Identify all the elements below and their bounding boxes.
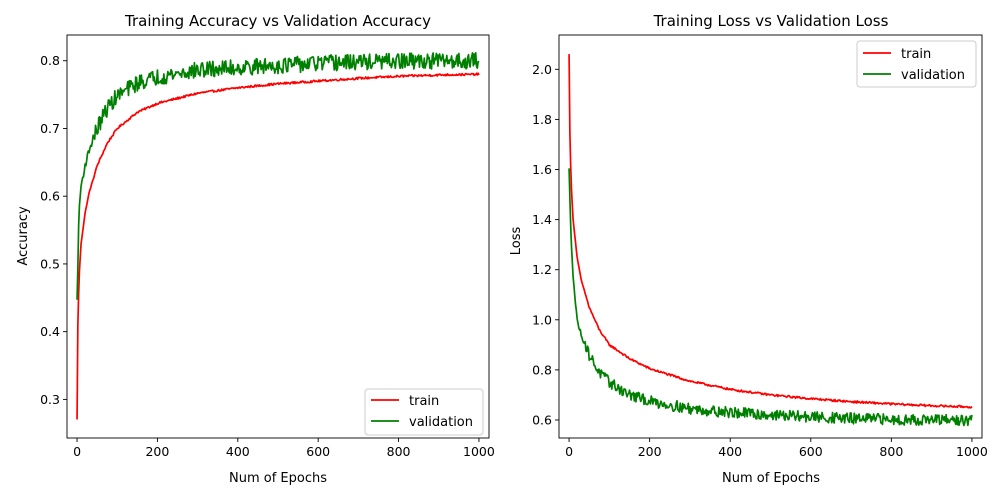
loss-legend-validation-label: validation (901, 68, 965, 83)
loss-y-tick-label: 0.6 (532, 412, 552, 427)
loss-y-axis-label: Loss (509, 227, 524, 256)
accuracy-x-tick-label: 600 (306, 444, 330, 459)
loss-series-train (568, 54, 973, 409)
accuracy-plot-frame (66, 34, 490, 439)
accuracy-legend-train-label: train (409, 394, 439, 409)
loss-series-layer (568, 54, 973, 427)
loss-y-tick-label: 2.0 (532, 62, 552, 77)
loss-x-tick-label: 400 (718, 444, 742, 459)
accuracy-series-layer (76, 51, 480, 420)
accuracy-chart: Training Accuracy vs Validation Accuracy… (16, 12, 495, 486)
accuracy-x-axis-label: Num of Epochs (229, 471, 327, 486)
loss-series-validation (568, 168, 973, 427)
loss-legend-train-label: train (901, 47, 931, 62)
accuracy-series-train (76, 72, 480, 420)
loss-y-tick-label: 1.6 (532, 162, 552, 177)
accuracy-y-axis-label: Accuracy (16, 206, 31, 266)
accuracy-y-tick-label: 0.8 (40, 53, 60, 68)
accuracy-x-tick-label: 400 (226, 444, 250, 459)
loss-x-tick-label: 800 (879, 444, 903, 459)
loss-y-tick-label: 1.2 (532, 262, 552, 277)
accuracy-y-tick-label: 0.3 (40, 392, 60, 407)
loss-y-tick-label: 1.0 (532, 312, 552, 327)
accuracy-x-tick-label: 1000 (463, 444, 495, 459)
loss-x-tick-label: 600 (799, 444, 823, 459)
loss-x-tick-label: 200 (638, 444, 662, 459)
accuracy-y-tick-label: 0.4 (40, 324, 60, 339)
loss-ticks-layer: 0 200 400 600 800 1000 0.6 0.8 1.0 1.2 1.4 1.6 1.8 2.… (532, 62, 988, 459)
loss-x-tick-label: 1000 (956, 444, 988, 459)
accuracy-y-tick-label: 0.5 (40, 256, 60, 271)
loss-chart-title: Training Loss vs Validation Loss (653, 12, 889, 30)
loss-y-tick-label: 1.4 (532, 212, 552, 227)
loss-y-tick-label: 0.8 (532, 362, 552, 377)
loss-legend: train validation (856, 40, 977, 88)
accuracy-x-tick-label: 200 (145, 444, 169, 459)
accuracy-legend: train validation (364, 388, 484, 436)
accuracy-ticks-layer: 0 200 400 600 800 1000 0.3 0.4 0.5 0.6 0.7 0.8 (40, 53, 495, 459)
loss-chart: Training Loss vs Validation Loss Num of … (509, 12, 988, 486)
accuracy-x-tick-label: 800 (387, 444, 411, 459)
accuracy-y-tick-label: 0.6 (40, 189, 60, 204)
accuracy-y-tick-label: 0.7 (40, 121, 60, 136)
loss-plot-frame (558, 34, 983, 439)
loss-x-axis-label: Num of Epochs (722, 471, 820, 486)
accuracy-legend-validation-label: validation (409, 415, 473, 430)
loss-y-tick-label: 1.8 (532, 112, 552, 127)
loss-x-tick-label: 0 (565, 444, 573, 459)
accuracy-chart-title: Training Accuracy vs Validation Accuracy (124, 12, 431, 30)
accuracy-x-tick-label: 0 (73, 444, 81, 459)
accuracy-series-validation (76, 51, 480, 300)
